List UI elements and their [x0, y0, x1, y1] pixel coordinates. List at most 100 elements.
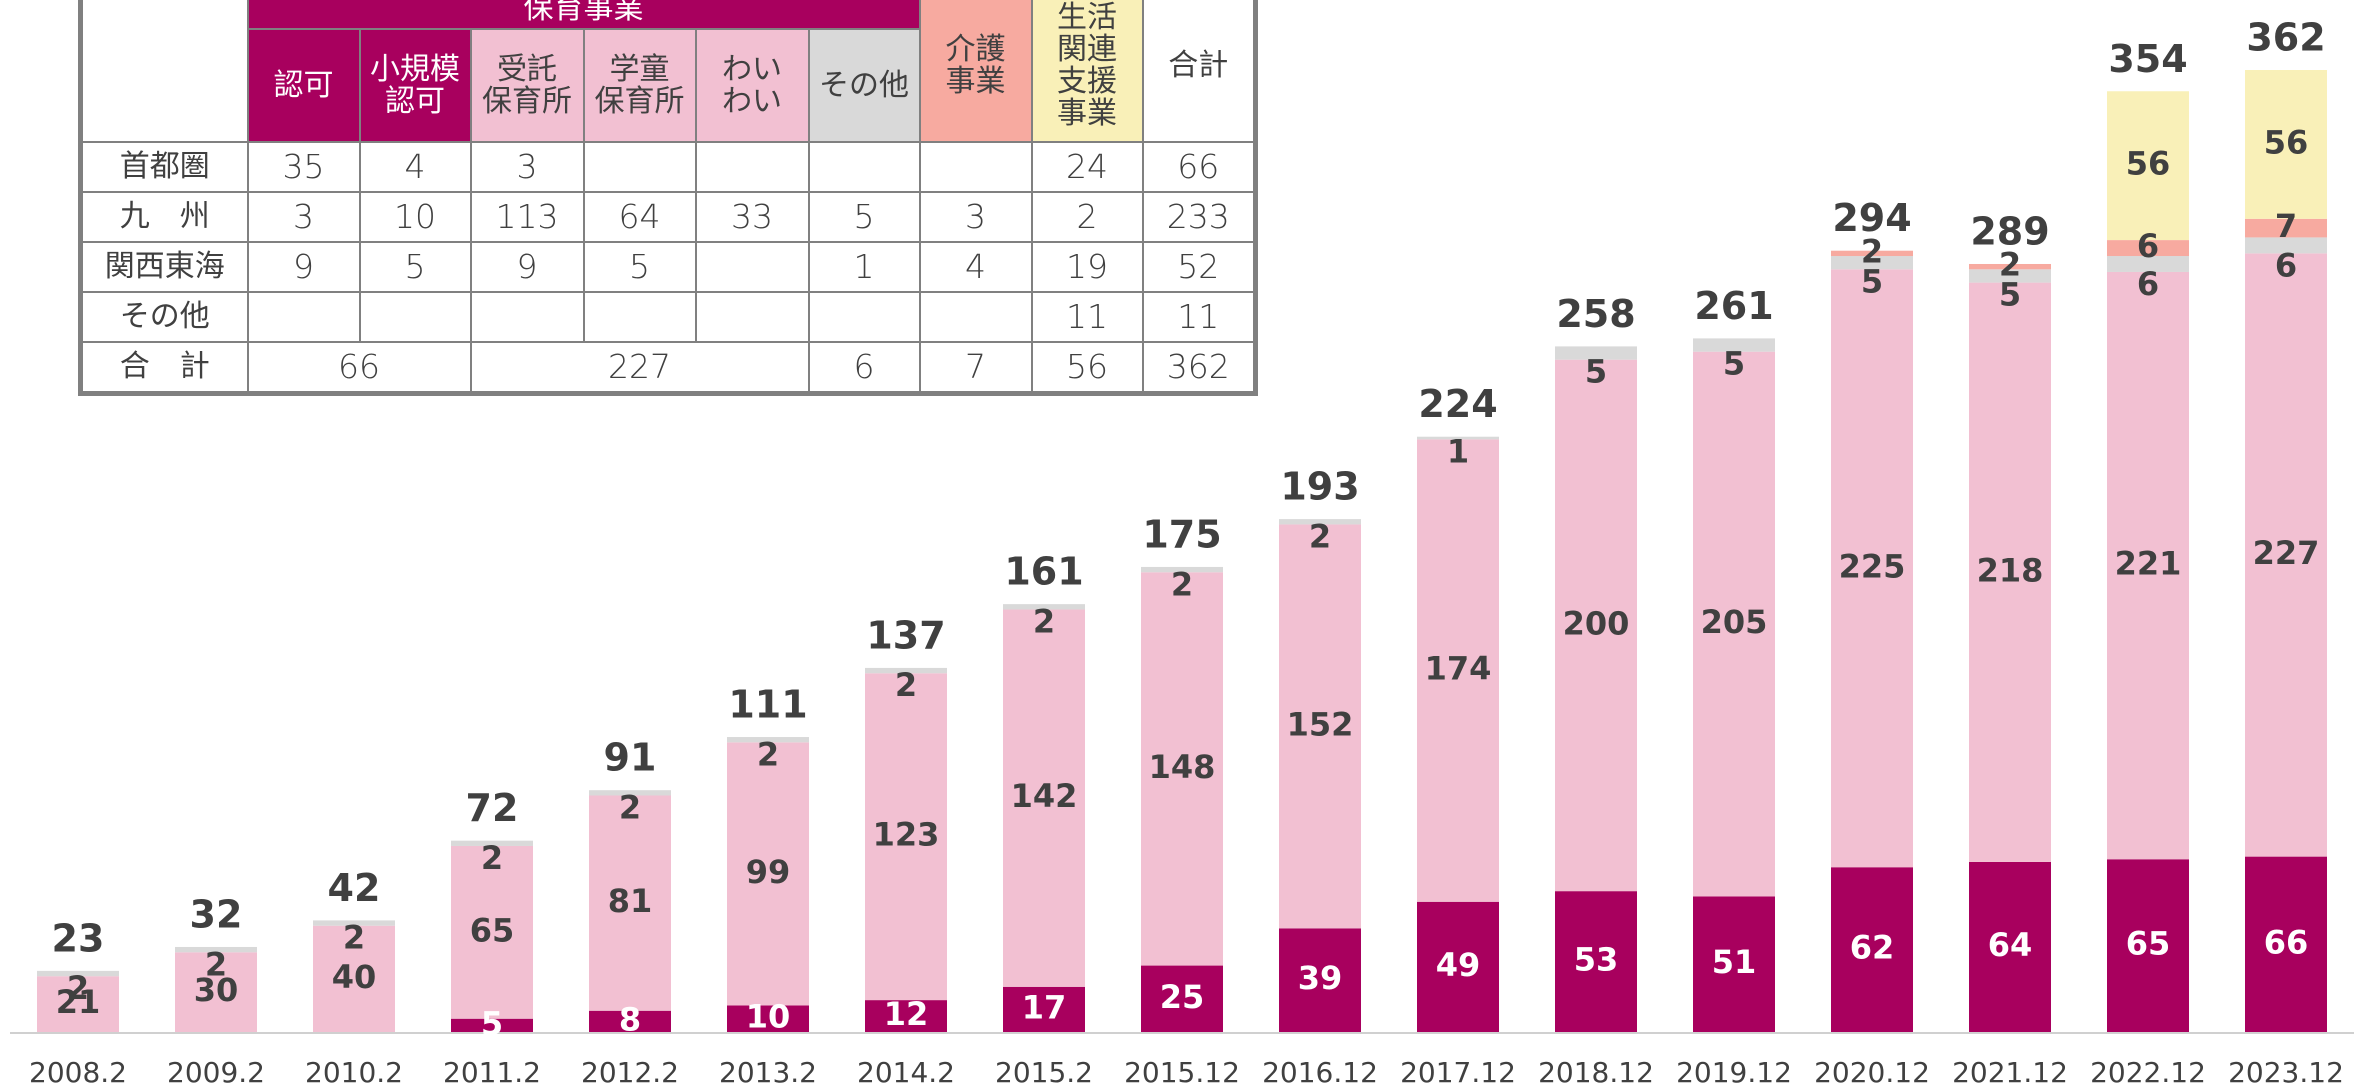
segment-label: 39 — [1298, 959, 1343, 997]
row-label: 関西東海 — [79, 241, 249, 293]
bar-segment — [451, 1018, 533, 1032]
bar-segment — [1141, 572, 1223, 966]
bar-segment — [1831, 250, 1913, 257]
segment-label: 2 — [1033, 602, 1055, 640]
table-cell: 64 — [582, 191, 697, 243]
bar-segment — [1693, 338, 1775, 352]
row-label: 九 州 — [79, 191, 249, 243]
bar-segment — [1003, 986, 1085, 1032]
table-cell: 1 — [807, 241, 921, 293]
table-cell — [694, 141, 810, 193]
segment-label: 2 — [343, 919, 365, 957]
segment-label: 99 — [746, 853, 791, 891]
segment-label: 5 — [1723, 345, 1745, 383]
table-cell: 52 — [1141, 241, 1257, 293]
x-tick-label: 2016.12 — [1262, 1056, 1378, 1089]
bar-segment — [175, 946, 257, 953]
table-cell: 6 — [807, 341, 921, 395]
bar-segment — [2245, 237, 2327, 254]
segment-label: 8 — [619, 1000, 641, 1038]
table-cell: 33 — [694, 191, 810, 243]
header-line: 介護 — [945, 31, 1006, 67]
table-cell: 56 — [1030, 341, 1144, 395]
bar-segment — [865, 1000, 947, 1032]
bar-segment — [1003, 609, 1085, 987]
header-line: 保育所 — [482, 83, 572, 119]
segment-label: 5 — [481, 1004, 503, 1042]
x-tick-label: 2012.2 — [581, 1056, 679, 1089]
segment-label: 218 — [1977, 551, 2044, 589]
segment-label: 5 — [1861, 262, 1883, 300]
sub-header: 小規模 認可 — [358, 28, 472, 143]
bar-segment — [1417, 436, 1499, 440]
bar-segment — [2245, 70, 2327, 219]
table-cell — [246, 291, 361, 343]
x-tick-label: 2013.2 — [719, 1056, 817, 1089]
bar-segment — [2245, 253, 2327, 857]
segment-label: 40 — [332, 958, 377, 996]
total-label: 354 — [2108, 37, 2187, 81]
header-line: その他 — [819, 67, 909, 103]
segment-label: 65 — [470, 911, 515, 949]
table-cell: 11 — [1030, 291, 1144, 343]
bar-segment — [37, 970, 119, 977]
x-tick-label: 2010.2 — [305, 1056, 403, 1089]
segment-label: 66 — [2264, 923, 2309, 961]
segment-label: 64 — [1988, 926, 2033, 964]
table-cell: 3 — [469, 141, 585, 193]
segment-label: 6 — [2137, 265, 2159, 303]
bar-segment — [1141, 566, 1223, 573]
table-cell: 66 — [246, 341, 472, 395]
header-line: 学童 — [609, 51, 670, 87]
bar-segment — [865, 673, 947, 1001]
segment-label: 2 — [481, 839, 503, 877]
header-line: 事業 — [1057, 95, 1117, 131]
row-label: その他 — [79, 291, 249, 343]
table-cell — [918, 141, 1033, 193]
row-label: 合 計 — [79, 341, 249, 395]
segment-label: 200 — [1563, 604, 1630, 642]
segment-label: 5 — [1999, 276, 2021, 314]
segment-label: 174 — [1425, 650, 1492, 688]
table-cell: 3 — [918, 191, 1033, 243]
x-tick-label: 2011.2 — [443, 1056, 541, 1089]
total-label: 294 — [1832, 196, 1911, 240]
bar-segment — [175, 952, 257, 1032]
bar-segment — [1693, 351, 1775, 897]
segment-label: 2 — [757, 735, 779, 773]
table-cell: 362 — [1141, 341, 1257, 395]
table-cell — [694, 291, 810, 343]
segment-label: 2 — [1171, 565, 1193, 603]
sub-header: 学童 保育所 — [582, 28, 697, 143]
table-cell: 4 — [918, 241, 1033, 293]
total-label: 175 — [1142, 512, 1221, 556]
corner — [79, 0, 249, 143]
table-cell: 5 — [807, 191, 921, 243]
segment-label: 10 — [746, 998, 791, 1036]
table-cell: 227 — [469, 341, 810, 395]
total-label: 32 — [190, 892, 243, 936]
segment-label: 2 — [205, 945, 227, 983]
table-cell — [469, 291, 585, 343]
side-header: 介護 事業 — [918, 0, 1033, 143]
x-tick-label: 2018.12 — [1538, 1056, 1654, 1089]
bar-segment — [865, 667, 947, 674]
segment-label: 51 — [1712, 943, 1757, 981]
bar-segment — [1279, 519, 1361, 525]
bar-segment — [1417, 901, 1499, 1032]
table-cell: 5 — [358, 241, 472, 293]
segment-label: 53 — [1574, 941, 1619, 979]
bar-segment — [1555, 346, 1637, 360]
total-label: 224 — [1418, 382, 1497, 426]
bar-segment — [1969, 861, 2051, 1032]
x-tick-label: 2020.12 — [1814, 1056, 1930, 1089]
segment-label: 2 — [895, 666, 917, 704]
x-tick-label: 2014.2 — [857, 1056, 955, 1089]
side-header: 生活 関連 支援 事業 — [1030, 0, 1144, 143]
total-label: 23 — [52, 916, 105, 960]
x-tick-label: 2021.12 — [1952, 1056, 2068, 1089]
table-cell: 66 — [1141, 141, 1257, 193]
total-label: 289 — [1970, 209, 2049, 253]
